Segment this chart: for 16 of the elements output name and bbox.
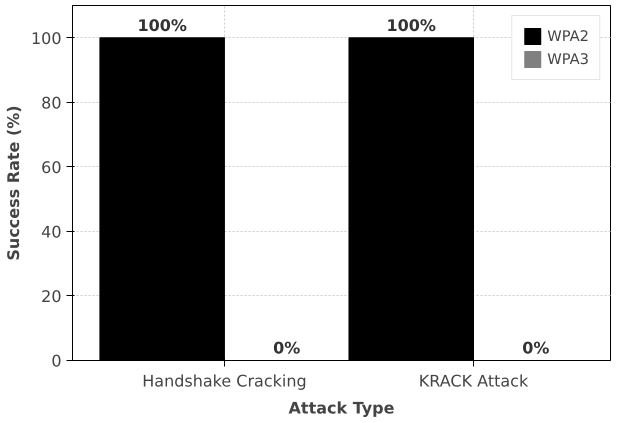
data-label: 0% xyxy=(273,338,300,358)
x-tick-label: KRACK Attack xyxy=(418,372,529,390)
y-tick-label: 0 xyxy=(51,352,62,370)
data-label: 100% xyxy=(137,16,187,35)
x-tick-label: Handshake Cracking xyxy=(142,372,307,390)
data-label: 100% xyxy=(386,16,436,35)
data-label: 0% xyxy=(522,338,550,358)
y-tick-label: 80 xyxy=(41,93,62,112)
legend-label: WPA2 xyxy=(547,28,589,44)
y-axis-title: Success Rate (%) xyxy=(4,105,23,261)
y-tick-label: 40 xyxy=(41,222,62,242)
y-tick-label: 20 xyxy=(41,286,62,306)
y-tick-label: 60 xyxy=(41,158,62,177)
legend-label: WPA3 xyxy=(547,50,589,68)
y-tick-label: 100 xyxy=(30,28,62,48)
x-axis-title: Attack Type xyxy=(288,398,395,418)
